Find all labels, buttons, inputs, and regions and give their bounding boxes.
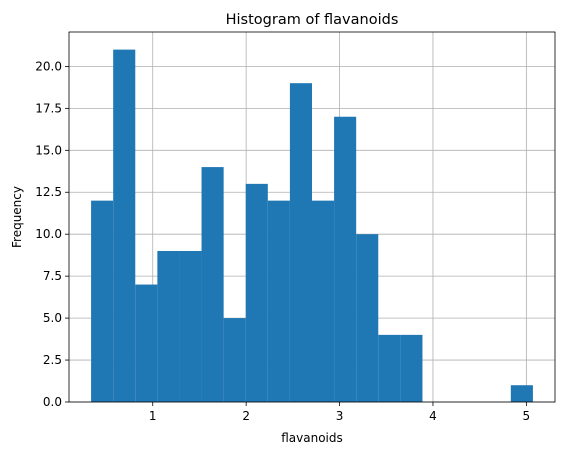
y-axis-label: Frequency bbox=[10, 186, 24, 248]
histogram-bar bbox=[289, 83, 312, 402]
chart-title: Histogram of flavanoids bbox=[226, 12, 399, 28]
y-tick-label: 10.0 bbox=[35, 227, 62, 241]
x-tick-label: 3 bbox=[336, 409, 344, 423]
y-tick-label: 0.0 bbox=[43, 395, 62, 409]
y-axis-ticks: 0.0 2.5 5.0 7.5 10.0 12.5 15.0 17.5 20.0 bbox=[35, 59, 69, 409]
y-tick-label: 20.0 bbox=[35, 59, 62, 73]
x-axis-ticks: 1 2 3 4 5 bbox=[149, 402, 530, 423]
histogram-bar bbox=[312, 200, 335, 402]
x-tick-label: 1 bbox=[149, 409, 157, 423]
histogram-bar bbox=[91, 200, 114, 402]
histogram-bar bbox=[201, 167, 224, 402]
y-tick-label: 17.5 bbox=[35, 101, 62, 115]
histogram-bar bbox=[245, 183, 268, 402]
histogram-bar bbox=[334, 116, 357, 402]
y-tick-label: 5.0 bbox=[43, 311, 62, 325]
y-tick-label: 12.5 bbox=[35, 185, 62, 199]
x-tick-label: 2 bbox=[242, 409, 250, 423]
histogram-bar bbox=[223, 318, 246, 402]
histogram-bar bbox=[157, 250, 180, 402]
histogram-bar bbox=[356, 234, 379, 402]
y-tick-label: 7.5 bbox=[43, 269, 62, 283]
histogram-bar bbox=[135, 284, 158, 402]
histogram-bars bbox=[91, 49, 533, 402]
histogram-bar bbox=[113, 49, 136, 402]
x-tick-label: 4 bbox=[429, 409, 437, 423]
histogram-bar bbox=[179, 250, 202, 402]
plot-frame bbox=[68, 31, 556, 403]
histogram-bar bbox=[510, 385, 533, 402]
histogram-bar bbox=[267, 200, 290, 402]
y-tick-label: 2.5 bbox=[43, 353, 62, 367]
y-tick-label: 15.0 bbox=[35, 143, 62, 157]
histogram-bar bbox=[400, 334, 423, 402]
x-tick-label: 5 bbox=[523, 409, 531, 423]
x-axis-label: flavanoids bbox=[281, 431, 343, 445]
histogram-bar bbox=[378, 334, 401, 402]
